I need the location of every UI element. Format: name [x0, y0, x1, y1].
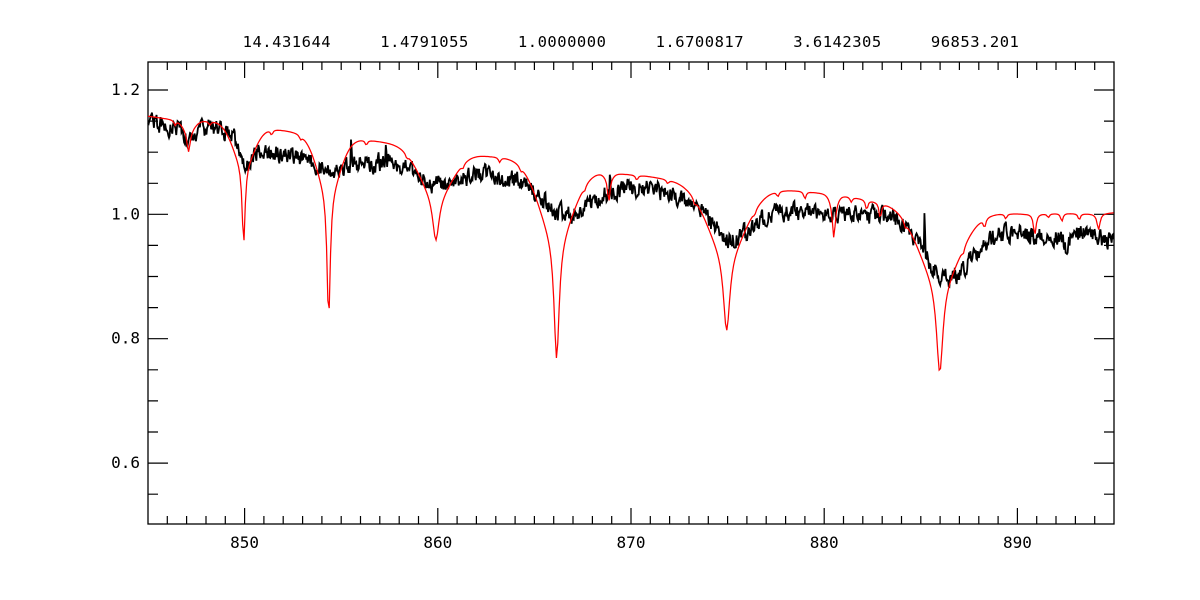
x-tick-label: 870	[617, 533, 646, 552]
fit-parameters-readout: 14.431644 1.4791055 1.0000000 1.6700817 …	[242, 33, 1020, 51]
plot-frame	[147, 61, 1115, 525]
x-tick-label: 880	[810, 533, 839, 552]
model-spectrum-line	[147, 115, 1114, 372]
x-tick-label: 890	[1003, 533, 1032, 552]
y-tick-label: 0.8	[111, 329, 140, 348]
axis-ticks	[148, 62, 1114, 524]
x-tick-label: 850	[230, 533, 259, 552]
y-tick-label: 1.2	[111, 80, 140, 99]
x-tick-label: 860	[423, 533, 452, 552]
y-tick-label: 0.6	[111, 453, 140, 472]
observed-spectrum-line	[147, 112, 1115, 289]
y-tick-label: 1.0	[111, 204, 140, 223]
